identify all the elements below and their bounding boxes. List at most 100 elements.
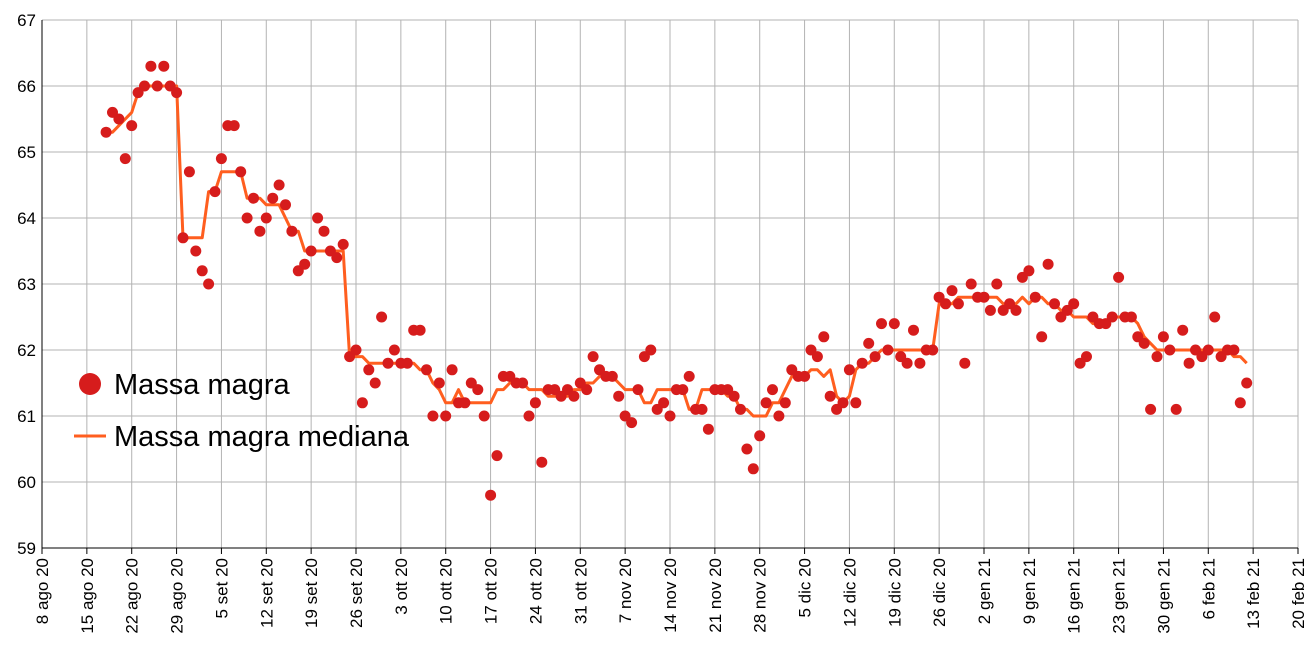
- x-tick-label: 10 ott 20: [437, 558, 456, 624]
- y-tick-label: 63: [17, 275, 36, 294]
- data-point: [696, 403, 708, 415]
- data-point: [1113, 271, 1125, 283]
- data-point: [888, 318, 900, 330]
- y-tick-label: 61: [17, 407, 36, 426]
- data-point: [228, 120, 240, 132]
- data-point: [664, 410, 676, 422]
- data-point: [773, 410, 785, 422]
- data-point: [446, 364, 458, 376]
- data-point: [1202, 344, 1214, 356]
- x-tick-label: 28 nov 20: [751, 558, 770, 633]
- data-point: [683, 370, 695, 382]
- data-point: [978, 291, 990, 303]
- data-point: [1042, 258, 1054, 270]
- x-tick-label: 2 gen 21: [975, 558, 994, 624]
- data-point: [837, 397, 849, 409]
- data-point: [1010, 304, 1022, 316]
- data-point: [741, 443, 753, 455]
- data-point: [876, 318, 887, 330]
- data-point: [305, 245, 317, 257]
- data-point: [1138, 337, 1150, 349]
- data-point: [414, 324, 426, 336]
- data-point: [677, 384, 689, 396]
- data-point: [632, 384, 644, 396]
- x-tick-label: 19 set 20: [302, 558, 321, 628]
- x-tick-label: 12 dic 20: [840, 558, 859, 627]
- data-point: [1234, 397, 1246, 409]
- data-point: [914, 357, 926, 369]
- data-point: [472, 384, 484, 396]
- data-point: [382, 357, 394, 369]
- data-point: [1228, 344, 1240, 356]
- data-point: [158, 60, 170, 72]
- data-point: [318, 225, 330, 237]
- data-point: [260, 212, 272, 224]
- data-point: [113, 113, 125, 125]
- data-point: [952, 298, 964, 310]
- data-point: [280, 199, 291, 211]
- x-tick-label: 14 nov 20: [661, 558, 680, 633]
- data-point: [606, 370, 618, 382]
- x-tick-label: 17 ott 20: [482, 558, 501, 624]
- data-point: [433, 377, 445, 389]
- x-tick-label: 26 set 20: [347, 558, 366, 628]
- y-tick-label: 67: [17, 11, 36, 30]
- data-point: [811, 351, 823, 363]
- data-point: [151, 80, 163, 92]
- data-point: [369, 377, 381, 389]
- data-point: [747, 463, 759, 475]
- legend-dot-marker: [79, 373, 101, 395]
- data-point: [940, 298, 952, 310]
- data-point: [581, 384, 593, 396]
- data-point: [901, 357, 913, 369]
- data-point: [1081, 351, 1092, 363]
- data-point: [1183, 357, 1195, 369]
- legend: Massa magra Massa magra mediana: [74, 369, 410, 453]
- data-point: [1068, 298, 1080, 310]
- data-point: [171, 87, 183, 99]
- data-point: [376, 311, 388, 323]
- x-tick-label: 12 set 20: [257, 558, 276, 628]
- data-point: [1106, 311, 1118, 323]
- x-tick-label: 21 nov 20: [706, 558, 725, 633]
- x-tick-label: 9 gen 21: [1020, 558, 1039, 624]
- x-tick-label: 24 ott 20: [526, 558, 545, 624]
- data-point: [145, 60, 157, 72]
- data-point: [523, 410, 535, 422]
- x-tick-label: 6 feb 21: [1199, 558, 1218, 619]
- y-tick-label: 64: [17, 209, 36, 228]
- y-tick-label: 60: [17, 473, 36, 492]
- data-point: [1023, 265, 1035, 277]
- legend-label-line: Massa magra mediana: [114, 421, 410, 453]
- y-tick-label: 59: [17, 539, 36, 558]
- x-tick-labels: 8 ago 20 15 ago 20 22 ago 20 29 ago 20 5 set…: [33, 558, 1308, 634]
- x-tick-label: 3 ott 20: [392, 558, 411, 615]
- data-point: [728, 390, 740, 402]
- data-point: [215, 153, 227, 165]
- data-point: [626, 417, 638, 429]
- data-point: [203, 278, 215, 290]
- x-tick-label: 30 gen 21: [1154, 558, 1173, 634]
- data-point: [183, 166, 195, 178]
- legend-label-scatter: Massa magra: [114, 369, 291, 401]
- data-point: [235, 166, 247, 178]
- x-tick-label: 19 dic 20: [885, 558, 904, 627]
- data-point: [241, 212, 253, 224]
- data-point: [209, 186, 221, 198]
- data-point: [843, 364, 855, 376]
- data-point: [190, 245, 202, 257]
- data-point: [1125, 311, 1137, 323]
- data-point: [119, 153, 131, 165]
- data-point: [1029, 291, 1041, 303]
- data-point: [959, 357, 971, 369]
- data-point: [286, 225, 298, 237]
- data-point: [645, 344, 657, 356]
- series-line-group: [106, 84, 1248, 418]
- x-tick-label: 5 set 20: [212, 558, 231, 619]
- data-point: [946, 285, 958, 297]
- series-points-group: [100, 60, 1253, 501]
- y-tick-label: 62: [17, 341, 36, 360]
- data-point: [799, 370, 811, 382]
- x-tick-label: 20 feb 21: [1289, 558, 1308, 629]
